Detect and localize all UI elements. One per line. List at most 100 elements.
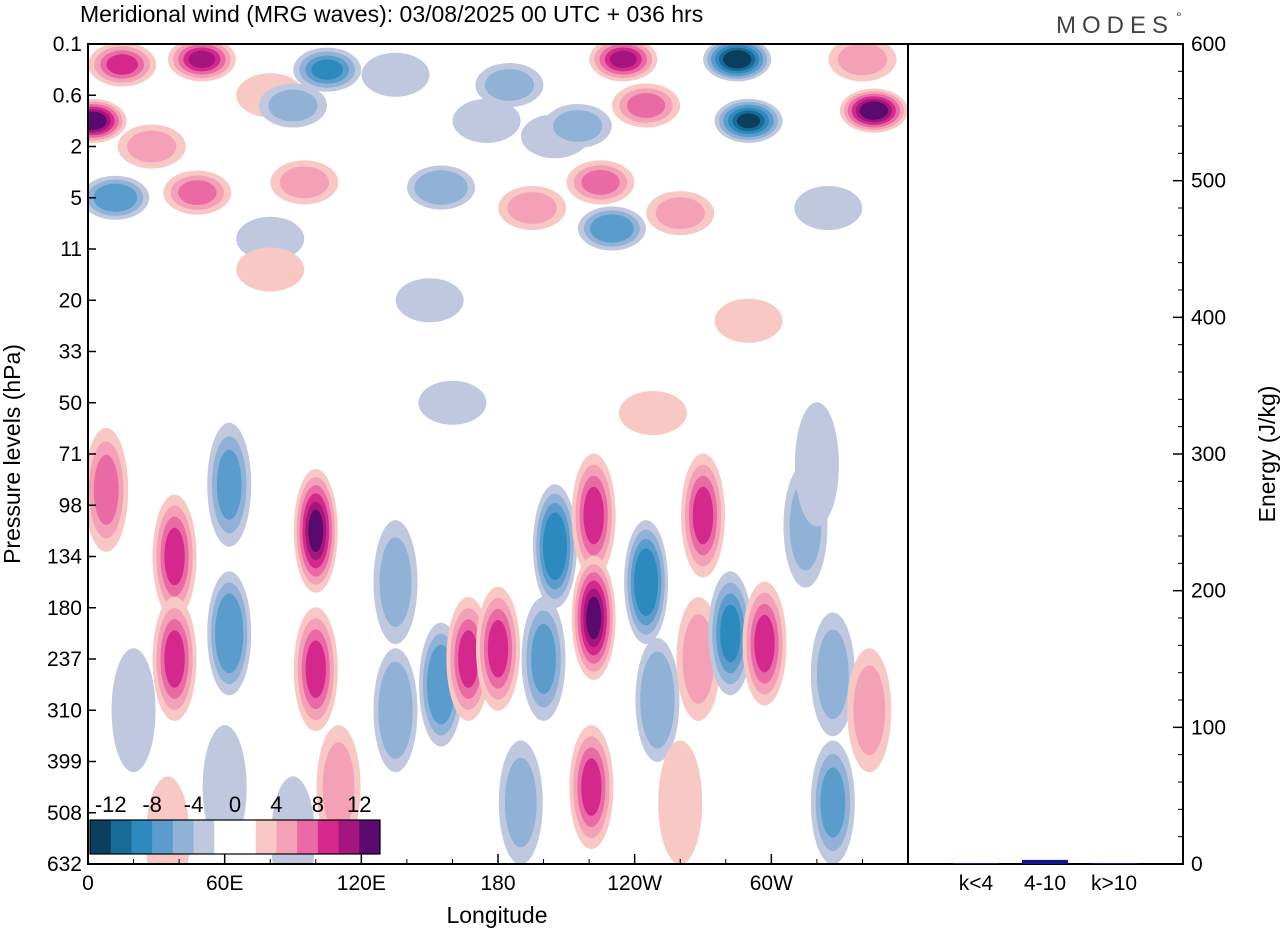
- y-tick-label: 33: [59, 341, 82, 364]
- energy-axis: 0 100 200 300 400 500 600: [1173, 33, 1226, 876]
- y-tick-label: 50: [59, 392, 82, 415]
- anomaly-cell: [571, 453, 616, 578]
- y-axis: 0.1 0.6 2 5 11 20 33 50 71 98 134 180 237 310 399 508 63…: [47, 33, 96, 876]
- contour-band: [309, 651, 323, 687]
- y-tick-label: 310: [47, 699, 82, 722]
- anomaly-cell: [794, 186, 863, 230]
- colorbar-label: 12: [347, 792, 371, 817]
- contour-band: [168, 641, 181, 677]
- contour-band: [615, 54, 632, 65]
- anomaly-cell: [543, 104, 612, 148]
- colorbar-swatch: [193, 820, 215, 854]
- colorbar-swatch: [359, 820, 381, 854]
- anomaly-cell: [152, 597, 197, 721]
- y-tick-label: 0.6: [53, 84, 82, 107]
- anomaly-cell: [847, 648, 892, 773]
- contour-band: [803, 426, 831, 503]
- energy-tick-label: 500: [1191, 170, 1226, 193]
- colorbar-swatch: [338, 820, 360, 854]
- anomaly-cell: [163, 170, 232, 215]
- contour-band: [807, 194, 850, 222]
- colorbar-swatch: [276, 820, 298, 854]
- wavenumber-categories: k<4 4-10 k>10: [959, 872, 1137, 895]
- anomaly-cell: [635, 638, 680, 762]
- anomaly-cell: [681, 453, 725, 578]
- anomaly-cell: [293, 47, 362, 92]
- anomaly-cell: [207, 422, 252, 547]
- contour-band: [289, 172, 320, 193]
- colorbar-label: 4: [270, 792, 282, 817]
- y-tick-label: 71: [59, 443, 82, 466]
- y-tick-label: 5: [70, 187, 82, 210]
- contour-band: [640, 567, 652, 598]
- contour-band: [585, 769, 598, 805]
- contour-band: [724, 615, 737, 652]
- anomaly-cell: [624, 520, 669, 645]
- anomaly-cell: [259, 83, 327, 128]
- anomaly-cell: [498, 740, 543, 864]
- y-tick-label: 632: [47, 853, 82, 876]
- y-tick-label: 20: [59, 289, 82, 312]
- y-tick-label: 0.1: [53, 33, 82, 56]
- contour-band: [214, 759, 235, 815]
- anomaly-cell: [167, 44, 236, 82]
- contour-band: [825, 780, 841, 825]
- category-label: k>10: [1091, 872, 1137, 895]
- anomaly-cell: [117, 124, 186, 169]
- anomaly-cell: [589, 44, 658, 82]
- anomaly-cell: [452, 98, 521, 143]
- contour-band: [562, 116, 593, 136]
- anomaly-cell: [202, 725, 247, 850]
- contour-band: [517, 198, 548, 218]
- contour-band: [588, 174, 613, 191]
- anomaly-cell: [828, 44, 897, 82]
- contour-band: [221, 463, 237, 507]
- wind-field: [88, 44, 908, 864]
- x-tick-label: 60W: [750, 872, 793, 895]
- colorbar-swatch: [152, 820, 174, 854]
- anomaly-cell: [810, 612, 855, 737]
- anomaly-cell: [658, 740, 703, 864]
- anomaly-cell: [714, 98, 783, 143]
- category-label: 4-10: [1024, 872, 1066, 895]
- x-axis-label: Longitude: [446, 902, 547, 928]
- contour-band: [696, 497, 710, 534]
- x-tick-label: 180: [480, 872, 515, 895]
- contour-band: [471, 111, 502, 131]
- contour-band: [510, 774, 531, 831]
- energy-tick-label: 400: [1191, 306, 1226, 329]
- colorbar-swatch: [90, 820, 112, 854]
- anomaly-cell: [476, 586, 520, 711]
- anomaly-cell: [88, 98, 127, 143]
- anomaly-cell: [714, 298, 783, 343]
- y-axis-label: Pressure levels (hPa): [0, 344, 25, 564]
- anomaly-cell: [152, 494, 197, 619]
- contour-band: [847, 49, 878, 70]
- anomaly-cell: [794, 402, 839, 527]
- anomaly-cell: [569, 725, 614, 850]
- energy-bar: [1091, 863, 1137, 864]
- contour-band: [317, 63, 337, 76]
- anomaly-cell: [810, 740, 855, 864]
- contour-band: [666, 764, 694, 841]
- contour-band: [185, 184, 210, 201]
- colorbar-swatch: [235, 820, 257, 854]
- anomaly-cell: [475, 63, 544, 107]
- anomaly-cell: [407, 165, 476, 210]
- contour-band: [727, 307, 770, 335]
- contour-band: [758, 625, 771, 662]
- energy-tick-label: 300: [1191, 443, 1226, 466]
- contour-band: [193, 54, 211, 65]
- contour-band: [168, 538, 181, 575]
- x-tick-label: 120W: [607, 872, 662, 895]
- anomaly-cell: [742, 581, 787, 706]
- anomaly-cell: [612, 83, 681, 128]
- anomaly-cell: [571, 556, 616, 680]
- contour-band: [665, 203, 696, 223]
- anomaly-cell: [446, 597, 491, 721]
- energy-bar: [1022, 859, 1068, 864]
- energy-axis-label: Energy (J/kg): [1254, 386, 1280, 523]
- anomaly-cell: [88, 175, 150, 220]
- contour-band: [535, 637, 552, 681]
- colorbar-swatch: [214, 820, 236, 854]
